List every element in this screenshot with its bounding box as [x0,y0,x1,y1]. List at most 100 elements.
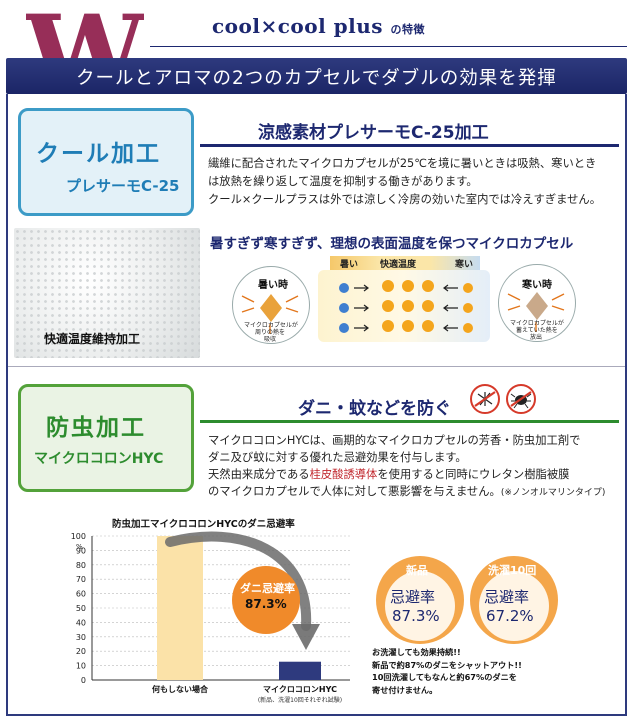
stat-new-label: 忌避率 [390,588,436,606]
brand-name: cool×cool plus [212,14,384,38]
fabric-photo [14,228,200,358]
capsule-orange [422,300,434,312]
hot-caption-3: 吸収 [264,336,277,343]
footnote-line: 新品で約87%のダニをシャットアウト!! [372,659,522,670]
capsule-orange [463,323,473,333]
y-tick-label: 80 [76,561,86,570]
temp-cold-label: 寒い [455,260,474,270]
capsule-orange [382,300,394,312]
footnote-line: お洗濯しても効果持続!! [372,647,461,657]
stat-new-top: 新品 [406,564,428,577]
capsule-blue [339,323,349,333]
capsule-orange [402,320,414,332]
y-tick-label: 20 [76,647,86,656]
cold-caption-2: 蓄えていた熱を [516,327,558,334]
footnote-line: 10回洗濯してもなんと約67%のダニを [372,672,517,682]
capsule-diagram [339,280,473,333]
bar-1 [157,536,203,680]
temp-bar [330,256,480,270]
red-highlight: 桂皮酸誘導体 [309,468,378,481]
footnote: お洗濯しても効果持続!! 新品で約87%のダニをシャットアウト!! 10回洗濯し… [372,646,522,696]
stat-wash-value: 67.2% [486,607,534,625]
footnote-line: 寄せ付けません。 [372,684,438,695]
capsule-orange [422,280,434,292]
arrow-left-icon [443,324,458,332]
stat-wash-top: 洗濯10回 [488,564,537,577]
repellency-chart: 0 10 20 30 40 50 60 70 80 90 100% 何もしない場合 マイクロコロンHYC… [71,531,350,704]
capsule-crystal-icon [259,293,282,322]
arrow-left-icon [443,304,458,312]
arrow-right-icon [354,304,369,312]
stat-wash-label: 忌避率 [484,588,530,606]
capsule-orange [382,320,394,332]
insect-subtitle: マイクロコロンHYC [34,451,164,467]
curved-arrow-head [292,624,320,650]
bar-2 [279,661,321,680]
x-tick-label: マイクロコロンHYC [263,684,337,694]
cool-rule [200,144,619,147]
cold-caption-3: 放出 [530,334,543,341]
no-mosquito-icon [470,384,500,414]
insect-line-3: 天然由来成分である桂皮酸誘導体を使用すると同時にウレタン樹脂被膜 [208,468,570,481]
arrow-right-icon [354,284,369,292]
cool-subtitle: プレサーモC-25 [66,177,180,195]
chart-callout-value: 87.3% [245,597,287,611]
arrow-right-icon [354,324,369,332]
insect-title: 防虫加工 [46,415,146,441]
y-tick-label: 10 [76,662,86,671]
stat-new-badge [376,556,464,644]
y-tick-label: 50 [76,604,86,613]
cool-line-3: クール×クールプラスは外では涼しく冷房の効いた室内では冷えすぎません。 [208,193,601,206]
y-tick-label: 100 [71,532,86,541]
chart-callout-badge [232,566,300,634]
x-tick-label: 何もしない場合 [152,684,209,694]
temp-mid-label: 快適温度 [380,260,417,270]
y-tick-label: 90 [76,546,86,555]
content-frame [6,94,627,716]
capsule-blue [339,283,349,293]
capsule-orange [422,320,434,332]
capsule-orange [402,280,414,292]
chart-callout-label: ダニ忌避率 [240,582,295,595]
x-category-note: (新品、洗濯10回それぞれ試験) [258,696,342,704]
no-mite-icon [506,384,536,414]
capsule-orange [402,300,414,312]
curved-arrow [165,531,312,631]
temp-hot-label: 暑い [340,260,359,270]
banner [6,58,627,94]
y-tick-label: 60 [76,590,86,599]
cool-box [18,108,194,216]
insect-heading: ダニ・蚊などを防ぐ [298,399,451,419]
brand-title: cool×cool plus の特徴 [212,14,425,38]
y-tick-label: 30 [76,633,86,642]
y-tick-label: 0 [81,676,86,685]
insect-line-2: ダニ及び蚊に対する優れた忌避効果を付与します。 [208,451,467,464]
chart-title: 防虫加工マイクロコロンHYCのダニ忌避率 [112,519,295,530]
capsule-blue [339,303,349,313]
cold-title: 寒い時 [522,280,552,291]
capsule-crystal-icon [525,291,548,320]
cold-diagram [498,264,576,342]
insect-line-4: のマイクロカプセルで人体に対して悪影響を与えません。(※ノンオルマリンタイプ) [208,485,606,498]
hot-diagram [232,266,310,344]
capsule-panel [318,270,490,342]
insect-note: (※ノンオルマリンタイプ) [500,488,606,498]
capsule-orange [463,283,473,293]
cold-caption-1: マイクロカプセルが [510,320,564,327]
insect-line-1: マイクロコロンHYCは、画期的なマイクロカプセルの芳香・防虫加工剤で [208,434,581,447]
arrow-left-icon [443,284,458,292]
y-unit-label: % [76,543,83,551]
insect-rule [200,420,619,423]
cool-title: クール加工 [36,141,161,167]
banner-text: クールとアロマの2つのカプセルでダブルの効果を発揮 [76,68,557,89]
y-tick-label: 40 [76,618,86,627]
cool-line-1: 繊維に配合されたマイクロカプセルが25℃を境に暑いときは吸熱、寒いとき [208,157,597,170]
capsule-heading: 暑すぎず寒すぎず、理想の表面温度を保つマイクロカプセル [210,236,574,252]
cool-heading: 涼感素材プレサーモC-25加工 [258,123,489,143]
brand-underline [150,46,627,47]
y-tick-label: 70 [76,575,86,584]
hot-caption-1: マイクロカプセルが [244,322,298,329]
capsule-orange [463,303,473,313]
stat-new-value: 87.3% [392,607,440,625]
capsule-orange [382,280,394,292]
